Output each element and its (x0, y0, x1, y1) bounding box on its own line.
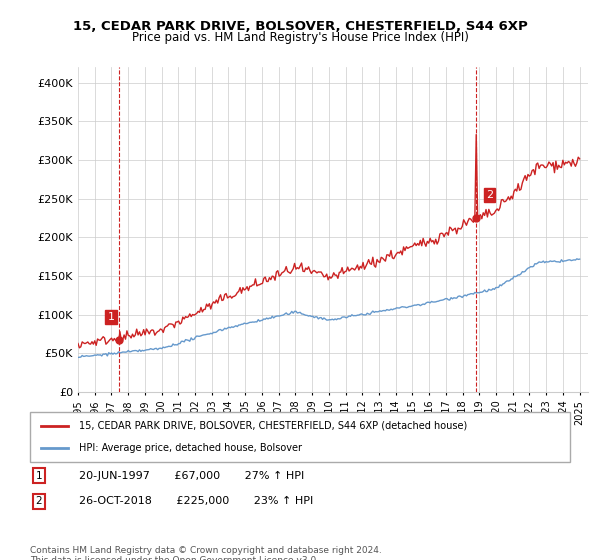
Text: Price paid vs. HM Land Registry's House Price Index (HPI): Price paid vs. HM Land Registry's House … (131, 31, 469, 44)
Text: 15, CEDAR PARK DRIVE, BOLSOVER, CHESTERFIELD, S44 6XP: 15, CEDAR PARK DRIVE, BOLSOVER, CHESTERF… (73, 20, 527, 32)
Text: Contains HM Land Registry data © Crown copyright and database right 2024.
This d: Contains HM Land Registry data © Crown c… (30, 546, 382, 560)
Text: 1: 1 (35, 471, 42, 480)
Text: 15, CEDAR PARK DRIVE, BOLSOVER, CHESTERFIELD, S44 6XP (detached house): 15, CEDAR PARK DRIVE, BOLSOVER, CHESTERF… (79, 421, 467, 431)
Text: 26-OCT-2018       £225,000       23% ↑ HPI: 26-OCT-2018 £225,000 23% ↑ HPI (79, 496, 313, 506)
Text: HPI: Average price, detached house, Bolsover: HPI: Average price, detached house, Bols… (79, 443, 302, 453)
Text: 20-JUN-1997       £67,000       27% ↑ HPI: 20-JUN-1997 £67,000 27% ↑ HPI (79, 471, 304, 480)
Text: 1: 1 (107, 312, 115, 322)
Text: 2: 2 (35, 496, 42, 506)
Text: 2: 2 (486, 190, 493, 200)
FancyBboxPatch shape (30, 412, 570, 462)
